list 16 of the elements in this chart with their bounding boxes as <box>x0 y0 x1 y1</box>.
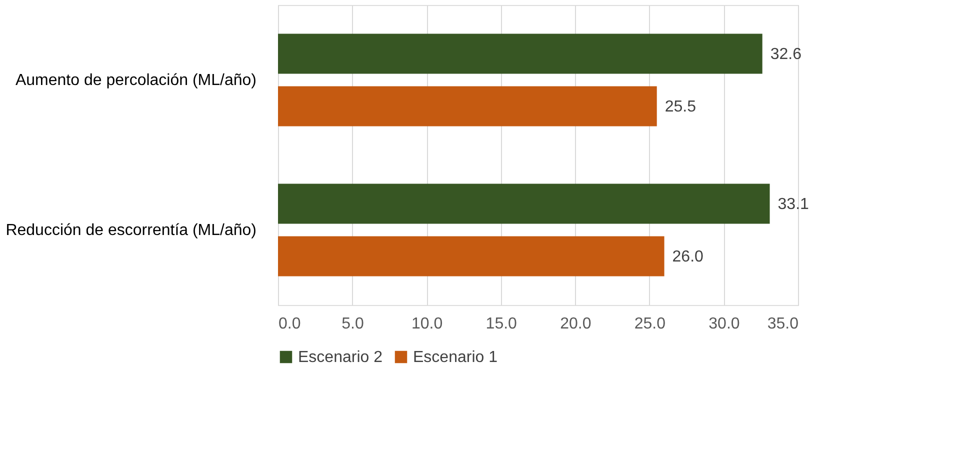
y-tick-label: Aumento de percolación (ML/año) <box>15 72 256 89</box>
x-tick-label: 0.0 <box>278 316 301 332</box>
x-tick-label: 10.0 <box>412 316 443 332</box>
data-label: 32.6 <box>770 46 802 63</box>
data-label: 26.0 <box>672 248 704 266</box>
x-tick-label: 20.0 <box>560 316 592 332</box>
x-tick-label: 30.0 <box>708 316 740 332</box>
x-tick-label: 25.0 <box>634 316 666 332</box>
legend-label: Escenario 2 <box>298 349 383 366</box>
x-tick-label: 15.0 <box>486 316 518 332</box>
data-label: 33.1 <box>778 196 810 213</box>
y-tick-label: Reducción de escorrentía (ML/año) <box>6 222 256 239</box>
x-tick-label: 35.0 <box>767 316 799 332</box>
x-tick-label: 5.0 <box>342 316 364 332</box>
legend-label: Escenario 1 <box>413 349 498 366</box>
data-label: 25.5 <box>664 98 696 116</box>
